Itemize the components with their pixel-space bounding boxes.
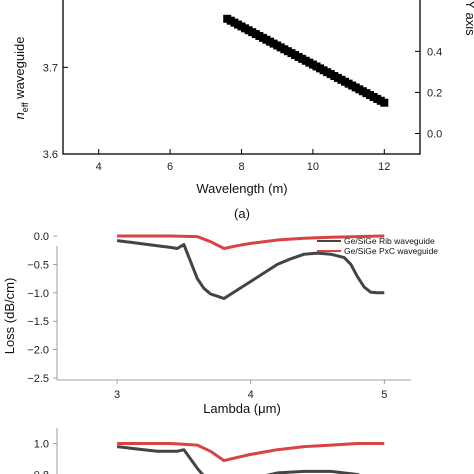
panel-a-caption: (a) [234,206,250,221]
panel-b-y-tick-label: −2.0 [27,345,49,357]
pxc-waveguide-line [117,234,385,250]
panel-b-y-tick-label: 0.0 [34,231,49,243]
panel-a-y2-ticks: 0.0 0.2 0.4 [415,46,442,140]
panel-a-x-tick-label: 6 [167,161,173,173]
panel-b-y-axis-title: Loss (dB/cm) [2,278,17,355]
panel-a-y2-tick-label: 0.0 [427,128,442,140]
panel-a-y-ticks: 3.6 3.7 [43,62,68,161]
panel-b-y-tick-label: −1.0 [27,288,49,300]
panel-b-legend: Ge/SiGe Rib waveguide Ge/SiGe PxC wavegu… [317,236,438,256]
panel-c-series [116,442,385,474]
panel-b: 0.0 −0.5 −1.0 −1.5 −2.0 −2.5 3 4 5 Ge/SiGe Rib … [2,231,438,416]
panel-b-x-axis-title: Lambda (μm) [203,401,281,416]
panel-b-x-tick-label: 5 [381,389,387,401]
panel-c-y-ticks: 1.0 0.8 [34,439,57,474]
panel-a-x-tick-label: 8 [238,161,244,173]
panel-a: 4 6 8 10 12 3.63.7 0.00.20.4 neff waveguide … [12,0,474,221]
panel-a-data-point [380,98,389,107]
panel-b-x-ticks: 3 4 5 [114,380,387,401]
panel-a-y-axis-sub: eff [20,102,30,112]
legend-label-rib: Ge/SiGe Rib waveguide [344,236,435,246]
panel-c-pxc-line [117,442,385,463]
panel-a-y2-tick-label: 0.2 [427,87,442,99]
panel-a-y2-tick-label: 0.4 [427,46,442,58]
panel-c: 1.0 0.8 [34,428,385,474]
panel-a-y-tick-label: 3.7 [43,62,58,74]
legend-label-pxc: Ge/SiGe PxC waveguide [344,246,438,256]
panel-a-y-axis-main: n [12,112,27,119]
panel-a-y2-axis-title: Y axis [463,0,474,36]
panel-a-y-axis-rest: waveguide [12,37,27,103]
rib-waveguide-line [116,239,385,300]
panel-a-series [223,14,389,107]
panel-a-x-tick-label: 12 [378,161,390,173]
panel-a-x-tick-label: 10 [307,161,319,173]
panel-b-series [116,234,385,300]
panel-a-x-axis-title: Wavelength (m) [196,181,287,196]
panel-b-y-tick-label: −1.5 [27,316,49,328]
panel-b-y-tick-label: −0.5 [27,259,49,271]
panel-b-y-tick-label: −2.5 [27,373,49,385]
panel-c-y-tick-label: 0.8 [34,470,49,474]
panel-b-x-tick-label: 4 [248,389,254,401]
panel-a-x-tick-label: 4 [96,161,102,173]
panel-c-rib-line [116,445,361,474]
panel-a-y-axis-title: neff waveguide [12,37,30,120]
panel-c-y-tick-label: 1.0 [34,439,49,451]
panel-a-y-tick-label: 3.6 [43,149,58,161]
panel-b-x-tick-label: 3 [114,389,120,401]
panel-a-x-ticks: 4 6 8 10 12 [96,149,390,173]
panel-b-y-ticks: 0.0 −0.5 −1.0 −1.5 −2.0 −2.5 [27,231,57,385]
